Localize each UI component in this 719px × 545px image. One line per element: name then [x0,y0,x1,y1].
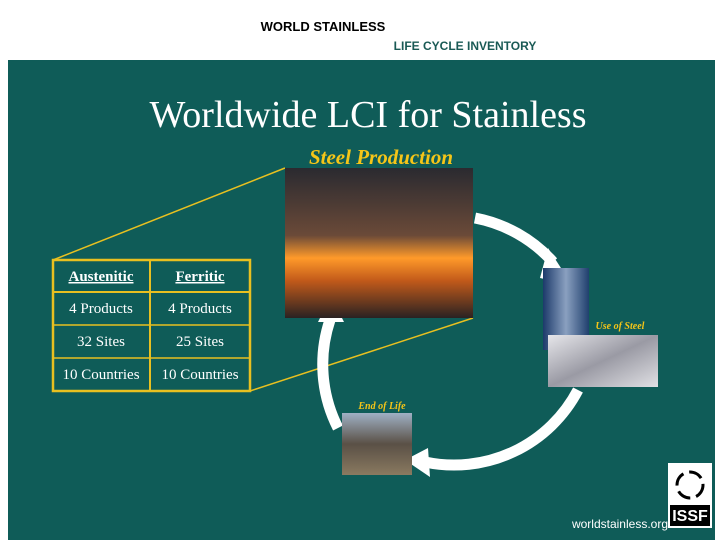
table-header: Ferritic [175,269,224,285]
scrap-photo [342,413,412,475]
header-line2: LIFE CYCLE INVENTORY [394,39,537,53]
slide-subtitle: Steel Production [309,145,453,169]
page: WORLD STAINLESS LIFE CYCLE INVENTORY Wor… [0,0,719,545]
table-cell: 4 Products [69,301,133,317]
table-header: Austenitic [69,269,134,285]
table-cell: 10 Countries [161,367,238,383]
steel-production-photo [285,168,473,318]
table-cell: 25 Sites [176,334,224,350]
end-label: End of Life [357,401,406,412]
header-line1: WORLD STAINLESS [261,19,386,34]
car-photo [548,335,658,387]
logo-text: ISSF [672,508,708,525]
slide-title: Worldwide LCI for Stainless [149,94,586,136]
slide: WORLD STAINLESS LIFE CYCLE INVENTORY Wor… [0,0,719,545]
table-cell: 32 Sites [77,334,125,350]
footer-url: worldstainless.org [571,517,668,531]
table-cell: 4 Products [168,301,232,317]
use-label: Use of Steel [596,321,645,332]
table-cell: 10 Countries [62,367,139,383]
